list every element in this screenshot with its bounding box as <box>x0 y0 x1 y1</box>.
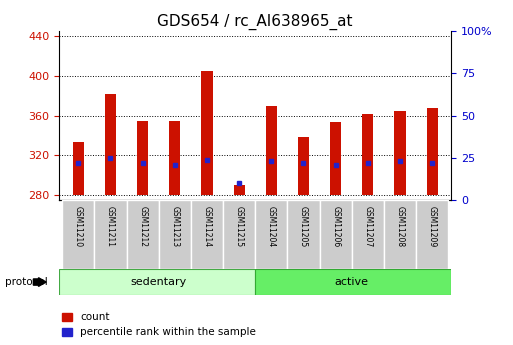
Text: protocol: protocol <box>5 277 48 287</box>
Bar <box>266 106 277 195</box>
Bar <box>201 71 212 195</box>
Text: sedentary: sedentary <box>131 277 187 287</box>
Text: GSM11204: GSM11204 <box>267 206 276 247</box>
Bar <box>330 121 341 195</box>
Bar <box>352 200 384 269</box>
Bar <box>416 200 448 269</box>
Text: GSM11213: GSM11213 <box>170 206 180 247</box>
Bar <box>394 111 406 195</box>
Text: GSM11211: GSM11211 <box>106 206 115 247</box>
Text: GSM11208: GSM11208 <box>396 206 404 247</box>
Bar <box>127 200 159 269</box>
Bar <box>73 142 84 195</box>
Bar <box>105 94 116 195</box>
Text: GSM11210: GSM11210 <box>74 206 83 247</box>
Bar <box>255 269 451 295</box>
Text: GSM11212: GSM11212 <box>138 206 147 247</box>
Bar <box>255 200 287 269</box>
Bar <box>169 120 181 195</box>
Text: GSM11214: GSM11214 <box>203 206 211 247</box>
Text: GSM11209: GSM11209 <box>428 206 437 247</box>
Title: GDS654 / rc_AI638965_at: GDS654 / rc_AI638965_at <box>157 13 353 30</box>
Legend: count, percentile rank within the sample: count, percentile rank within the sample <box>62 312 256 337</box>
Bar <box>223 200 255 269</box>
Bar <box>426 108 438 195</box>
Bar <box>94 200 127 269</box>
Bar <box>287 200 320 269</box>
Bar <box>191 200 223 269</box>
Text: GSM11206: GSM11206 <box>331 206 340 247</box>
Bar <box>137 120 148 195</box>
Bar <box>159 200 191 269</box>
Bar <box>362 114 373 195</box>
Bar <box>384 200 416 269</box>
Bar <box>62 200 94 269</box>
Bar <box>320 200 352 269</box>
Bar <box>233 185 245 195</box>
Text: GSM11207: GSM11207 <box>363 206 372 247</box>
Bar <box>59 269 255 295</box>
Text: active: active <box>334 277 369 287</box>
Bar <box>298 137 309 195</box>
Text: GSM11215: GSM11215 <box>234 206 244 247</box>
Text: GSM11205: GSM11205 <box>299 206 308 247</box>
